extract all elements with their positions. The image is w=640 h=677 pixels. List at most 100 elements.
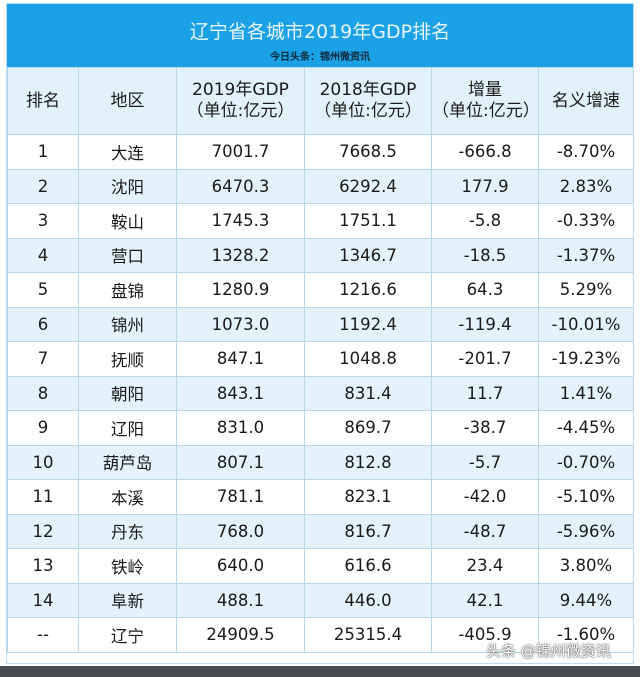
cell-gdp2018: 1192.4 bbox=[304, 306, 432, 342]
cell-region: 阜新 bbox=[78, 582, 177, 618]
cell-growth: 1.41% bbox=[538, 375, 634, 411]
table-row: 12 丹东 768.0 816.7 -48.7 -5.96% bbox=[7, 513, 634, 549]
cell-gdp2019: 488.1 bbox=[176, 582, 305, 618]
col-header-region: 地区 bbox=[78, 67, 177, 135]
table-header-row: 排名 地区 2019年GDP （单位:亿元） 2018年GDP （单位:亿元） 增量… bbox=[7, 67, 634, 135]
cell-gdp2019: 831.0 bbox=[176, 410, 305, 446]
cell-gdp2018: 869.7 bbox=[304, 410, 432, 446]
cell-gdp2018: 446.0 bbox=[304, 582, 432, 618]
cell-growth: -5.96% bbox=[538, 513, 634, 549]
cell-region: 本溪 bbox=[78, 479, 177, 515]
cell-increase: -666.8 bbox=[431, 134, 539, 170]
cell-gdp2018: 1751.1 bbox=[304, 203, 432, 239]
cell-increase: 23.4 bbox=[431, 548, 539, 584]
cell-region: 丹东 bbox=[78, 513, 177, 549]
cell-increase: -18.5 bbox=[431, 237, 539, 273]
cell-rank: 11 bbox=[7, 479, 79, 515]
watermark: 头条 @锦州微资讯 bbox=[486, 642, 611, 660]
cell-increase: -5.8 bbox=[431, 203, 539, 239]
cell-region: 盘锦 bbox=[78, 272, 177, 308]
gdp-ranking-table-card: 辽宁省各城市2019年GDP排名 今日头条：锦州微资讯 排名 地区 2019年G… bbox=[6, 3, 634, 664]
cell-gdp2018: 816.7 bbox=[304, 513, 432, 549]
table-row: 4 营口 1328.2 1346.7 -18.5 -1.37% bbox=[7, 237, 634, 273]
cell-gdp2018: 1048.8 bbox=[304, 341, 432, 377]
table-subtitle: 今日头条：锦州微资讯 bbox=[270, 52, 370, 63]
cell-gdp2019: 768.0 bbox=[176, 513, 305, 549]
cell-region: 辽阳 bbox=[78, 410, 177, 446]
cell-gdp2018: 823.1 bbox=[304, 479, 432, 515]
cell-increase: -5.7 bbox=[431, 444, 539, 480]
cell-increase: -405.9 bbox=[431, 617, 539, 653]
cell-rank: 7 bbox=[7, 341, 79, 377]
cell-rank: 3 bbox=[7, 203, 79, 239]
cell-region: 锦州 bbox=[78, 306, 177, 342]
table-row: 3 鞍山 1745.3 1751.1 -5.8 -0.33% bbox=[7, 203, 634, 239]
cell-gdp2018: 25315.4 bbox=[304, 617, 432, 653]
cell-gdp2019: 807.1 bbox=[176, 444, 305, 480]
cell-increase: 177.9 bbox=[431, 168, 539, 204]
cell-increase: 11.7 bbox=[431, 375, 539, 411]
cell-growth: 5.29% bbox=[538, 272, 634, 308]
table-row: 11 本溪 781.1 823.1 -42.0 -5.10% bbox=[7, 479, 634, 515]
gdp-table: 排名 地区 2019年GDP （单位:亿元） 2018年GDP （单位:亿元） 增量… bbox=[7, 67, 634, 653]
col-header-growth: 名义增速 bbox=[538, 67, 634, 135]
cell-rank: 13 bbox=[7, 548, 79, 584]
cell-growth: -4.45% bbox=[538, 410, 634, 446]
table-row: 10 葫芦岛 807.1 812.8 -5.7 -0.70% bbox=[7, 444, 634, 480]
cell-increase: -201.7 bbox=[431, 341, 539, 377]
table-row: 1 大连 7001.7 7668.5 -666.8 -8.70% bbox=[7, 134, 634, 170]
title-bar: 辽宁省各城市2019年GDP排名 今日头条：锦州微资讯 bbox=[7, 4, 633, 67]
cell-region: 大连 bbox=[78, 134, 177, 170]
cell-gdp2019: 24909.5 bbox=[176, 617, 305, 653]
cell-increase: 42.1 bbox=[431, 582, 539, 618]
cell-rank: 5 bbox=[7, 272, 79, 308]
cell-gdp2019: 1073.0 bbox=[176, 306, 305, 342]
cell-region: 辽宁 bbox=[78, 617, 177, 653]
cell-rank: 1 bbox=[7, 134, 79, 170]
cell-rank: 9 bbox=[7, 410, 79, 446]
cell-region: 葫芦岛 bbox=[78, 444, 177, 480]
cell-gdp2018: 616.6 bbox=[304, 548, 432, 584]
cell-gdp2018: 7668.5 bbox=[304, 134, 432, 170]
cell-growth: -8.70% bbox=[538, 134, 634, 170]
cell-growth: -0.70% bbox=[538, 444, 634, 480]
table-row: 5 盘锦 1280.9 1216.6 64.3 5.29% bbox=[7, 272, 634, 308]
cell-rank: 2 bbox=[7, 168, 79, 204]
cell-gdp2019: 781.1 bbox=[176, 479, 305, 515]
cell-gdp2019: 7001.7 bbox=[176, 134, 305, 170]
cell-gdp2019: 1328.2 bbox=[176, 237, 305, 273]
cell-gdp2018: 1216.6 bbox=[304, 272, 432, 308]
col-header-rank: 排名 bbox=[7, 67, 79, 135]
table-row: 2 沈阳 6470.3 6292.4 177.9 2.83% bbox=[7, 168, 634, 204]
cell-growth: 9.44% bbox=[538, 582, 634, 618]
cell-region: 沈阳 bbox=[78, 168, 177, 204]
cell-growth: -5.10% bbox=[538, 479, 634, 515]
cell-growth: 3.80% bbox=[538, 548, 634, 584]
cell-region: 营口 bbox=[78, 237, 177, 273]
table-row: 7 抚顺 847.1 1048.8 -201.7 -19.23% bbox=[7, 341, 634, 377]
cell-increase: -119.4 bbox=[431, 306, 539, 342]
cell-rank: 12 bbox=[7, 513, 79, 549]
col-header-gdp2018: 2018年GDP （单位:亿元） bbox=[304, 67, 432, 135]
cell-growth: -1.60% bbox=[538, 617, 634, 653]
cell-increase: -48.7 bbox=[431, 513, 539, 549]
cell-rank: 14 bbox=[7, 582, 79, 618]
table-row: 6 锦州 1073.0 1192.4 -119.4 -10.01% bbox=[7, 306, 634, 342]
cell-gdp2018: 6292.4 bbox=[304, 168, 432, 204]
cell-gdp2018: 1346.7 bbox=[304, 237, 432, 273]
cell-gdp2019: 6470.3 bbox=[176, 168, 305, 204]
cell-rank: 10 bbox=[7, 444, 79, 480]
table-row-total: -- 辽宁 24909.5 25315.4 -405.9 -1.60% bbox=[7, 617, 634, 653]
cell-gdp2019: 1280.9 bbox=[176, 272, 305, 308]
table-row: 9 辽阳 831.0 869.7 -38.7 -4.45% bbox=[7, 410, 634, 446]
cell-region: 朝阳 bbox=[78, 375, 177, 411]
cell-region: 铁岭 bbox=[78, 548, 177, 584]
col-header-gdp2019: 2019年GDP （单位:亿元） bbox=[176, 67, 305, 135]
cell-increase: -38.7 bbox=[431, 410, 539, 446]
table-row: 13 铁岭 640.0 616.6 23.4 3.80% bbox=[7, 548, 634, 584]
cell-gdp2019: 640.0 bbox=[176, 548, 305, 584]
cell-growth: 2.83% bbox=[538, 168, 634, 204]
cell-rank: -- bbox=[7, 617, 79, 653]
cell-growth: -1.37% bbox=[538, 237, 634, 273]
cell-gdp2019: 843.1 bbox=[176, 375, 305, 411]
